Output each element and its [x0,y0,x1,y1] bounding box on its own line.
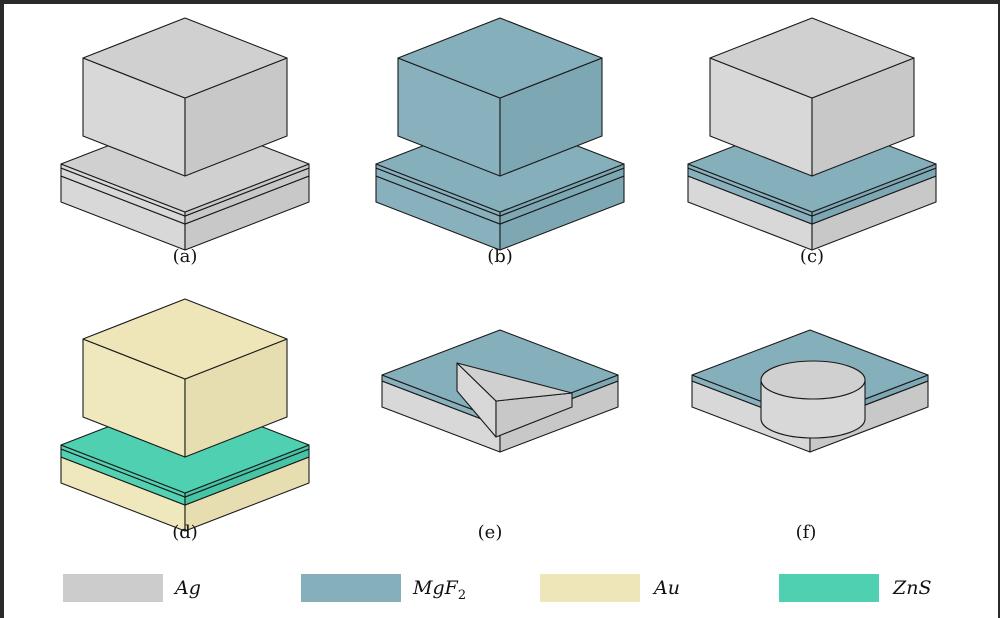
legend-label-ag: Ag [173,577,201,599]
panel-a-block-top-face [82,17,288,99]
legend-label-au: Au [652,577,680,599]
legend-swatch-mgf2 [301,574,401,602]
legend-label-mgf2-sub: 2 [458,588,466,603]
panel-b-block-top-face [397,17,603,99]
panel-e [381,329,619,453]
triangle-top-face [456,362,573,402]
caption-c: (c) [800,246,824,267]
legend-swatch-zns [779,574,879,602]
panel-b [375,17,625,251]
caption-a: (a) [173,246,198,267]
caption-f: (f) [796,522,817,543]
panel-d [60,298,310,532]
caption-d: (d) [172,522,198,543]
legend-swatch-au [540,574,640,602]
panel-c-block-top-face [709,17,915,99]
legend-label-zns: ZnS [892,577,931,599]
panel-c [687,17,937,251]
legend: Ag MgF2 Au ZnS [63,574,931,603]
panel-d-block-top-face [82,298,288,380]
panel-a [60,17,310,251]
legend-label-mgf2: MgF2 [412,577,466,603]
caption-e: (e) [478,522,503,543]
panel-f [691,329,929,453]
cylinder-top [760,360,866,400]
legend-label-mgf2-main: MgF [412,577,459,599]
legend-swatch-ag [63,574,163,602]
caption-b: (b) [487,246,513,267]
